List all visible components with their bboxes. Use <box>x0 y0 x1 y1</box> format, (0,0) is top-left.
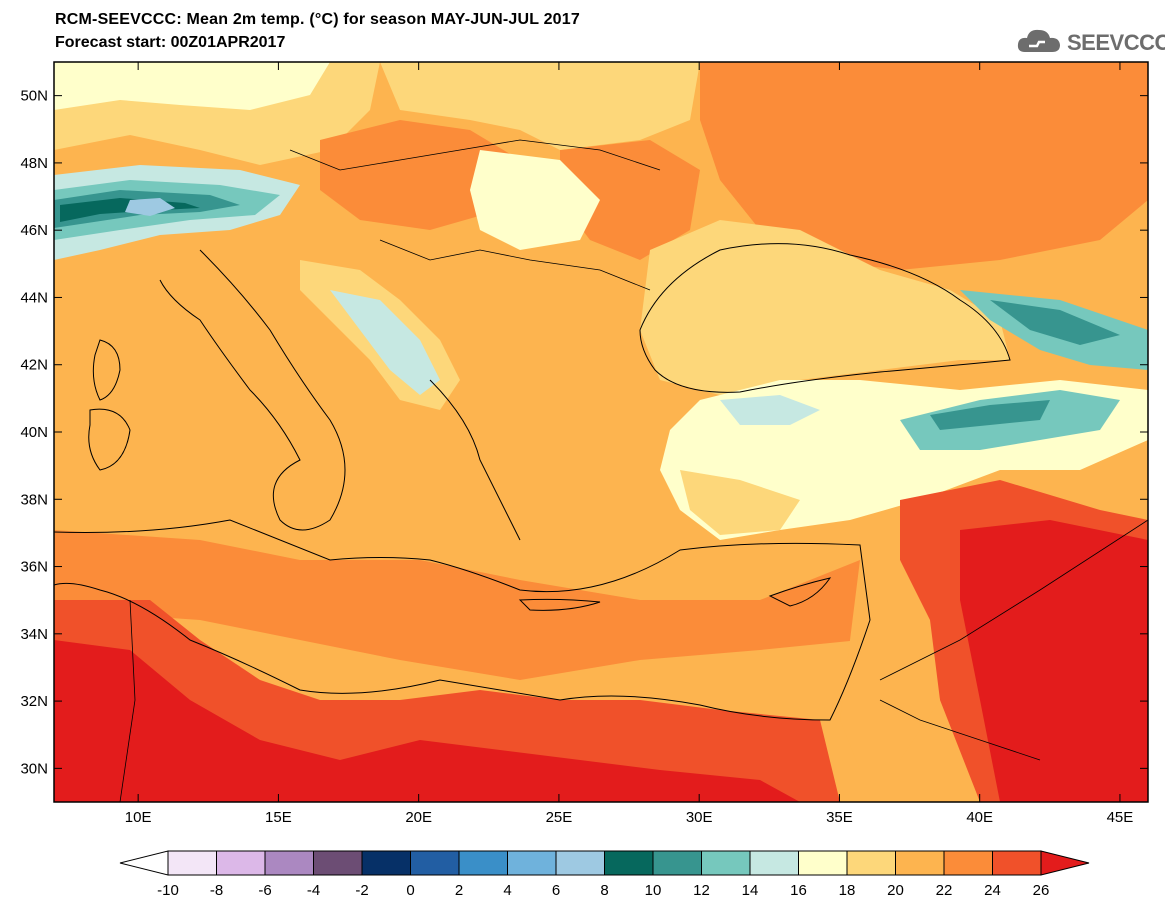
colorbar-box <box>410 850 460 876</box>
colorbar-box <box>361 850 411 876</box>
map-title: RCM-SEEVCCC: Mean 2m temp. (°C) for seas… <box>55 11 580 28</box>
colorbar-box <box>313 850 363 876</box>
colorbar-box <box>216 850 266 876</box>
seevccc-logo: SEEVCCC <box>1015 24 1165 58</box>
colorbar-label: 6 <box>552 882 560 899</box>
lon-tick-label: 45E <box>1107 809 1134 826</box>
lat-tick-label: 38N <box>20 491 48 508</box>
forecast-start-subtitle: Forecast start: 00Z01APR2017 <box>55 34 286 51</box>
colorbar-label: 8 <box>600 882 608 899</box>
lat-tick-label: 48N <box>20 155 48 172</box>
colorbar-label: -10 <box>157 882 179 899</box>
lat-tick-label: 42N <box>20 357 48 374</box>
colorbar-under-arrow <box>119 850 169 876</box>
colorbar-label: 12 <box>693 882 710 899</box>
colorbar-label: 4 <box>503 882 511 899</box>
lat-tick-label: 36N <box>20 559 48 576</box>
lon-tick-label: 25E <box>546 809 573 826</box>
latitude-axis: 50N 48N 46N 44N 42N 40N 38N 36N 34N 32N 30N <box>20 88 1148 777</box>
colorbar-label: 20 <box>887 882 904 899</box>
colorbar-box <box>264 850 314 876</box>
temperature-field <box>54 62 1148 802</box>
colorbar-box <box>798 850 848 876</box>
lon-tick-label: 30E <box>686 809 713 826</box>
lat-tick-label: 30N <box>20 760 48 777</box>
colorbar-box <box>992 850 1042 876</box>
lat-tick-label: 34N <box>20 626 48 643</box>
colorbar-box <box>652 850 702 876</box>
colorbar-box <box>749 850 799 876</box>
lon-tick-label: 35E <box>826 809 853 826</box>
lon-tick-label: 10E <box>125 809 152 826</box>
lon-tick-label: 40E <box>966 809 993 826</box>
colorbar-box <box>943 850 993 876</box>
colorbar-label: 26 <box>1033 882 1050 899</box>
colorbar-box <box>507 850 557 876</box>
colorbar-label: 0 <box>406 882 414 899</box>
colorbar-box <box>604 850 654 876</box>
colorbar-label: 18 <box>839 882 856 899</box>
colorbar-label: -4 <box>307 882 320 899</box>
logo-text: SEEVCCC <box>1067 30 1165 55</box>
colorbar-box <box>555 850 605 876</box>
lat-tick-label: 32N <box>20 693 48 710</box>
colorbar-box <box>846 850 896 876</box>
lat-tick-label: 50N <box>20 88 48 105</box>
colorbar-box <box>167 850 217 876</box>
colorbar-label: 14 <box>742 882 759 899</box>
longitude-axis: 10E 15E 20E 25E 30E 35E 40E 45E <box>125 62 1133 826</box>
colorbar-label: -2 <box>355 882 368 899</box>
borders <box>119 139 1148 802</box>
lat-tick-label: 40N <box>20 424 48 441</box>
colorbar-label: 16 <box>790 882 807 899</box>
colorbar-label: 10 <box>645 882 662 899</box>
colorbar-box <box>458 850 508 876</box>
colorbar-box <box>895 850 945 876</box>
lat-tick-label: 44N <box>20 289 48 306</box>
lat-tick-label: 46N <box>20 222 48 239</box>
coastlines <box>54 243 1011 721</box>
lon-tick-label: 15E <box>265 809 292 826</box>
cloud-icon <box>1017 29 1060 52</box>
colorbar-label: 22 <box>936 882 953 899</box>
lon-tick-label: 20E <box>405 809 432 826</box>
colorbar-label: -6 <box>258 882 271 899</box>
colorbar-box <box>701 850 751 876</box>
colorbar-label: -8 <box>210 882 223 899</box>
colorbar-over-arrow <box>1040 850 1090 876</box>
colorbar-label: 24 <box>984 882 1001 899</box>
colorbar-label: 2 <box>455 882 463 899</box>
